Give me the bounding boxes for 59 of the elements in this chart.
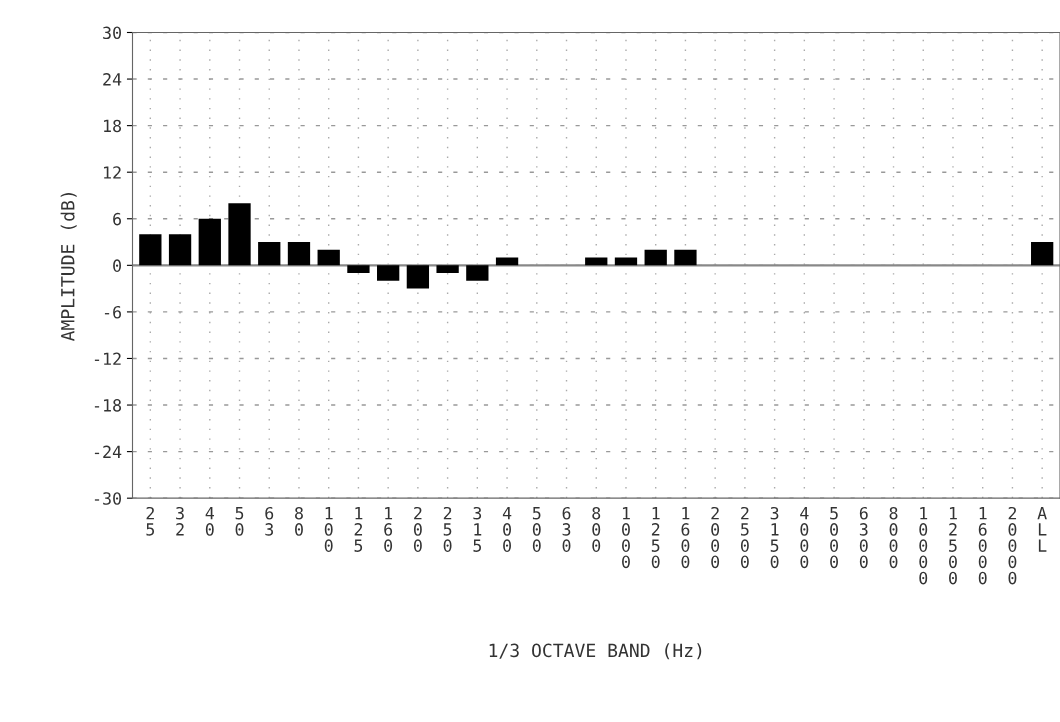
- x-tick-label: 10000: [919, 507, 928, 585]
- bar: [198, 218, 221, 266]
- x-tick-label: 250: [443, 506, 452, 552]
- y-tick-label: 18: [104, 119, 122, 133]
- bar: [258, 242, 281, 266]
- x-tick-label: 32: [176, 506, 184, 536]
- bar: [317, 249, 340, 266]
- x-tick-label: 125: [354, 507, 363, 552]
- x-tick-label: 20000: [1008, 506, 1017, 585]
- x-tick-label: 80: [295, 506, 303, 536]
- bar: [674, 249, 697, 266]
- bar: [1031, 242, 1054, 266]
- bar: [406, 265, 430, 289]
- y-tick-label: 6: [113, 212, 121, 226]
- x-tick-label: 5000: [830, 507, 839, 569]
- y-tick-label: 24: [103, 73, 122, 86]
- x-tick-label: 1600: [681, 507, 690, 569]
- x-tick-label: 3150: [770, 506, 779, 569]
- y-tick-label: -24: [94, 445, 122, 458]
- y-axis-title: AMPLITUDE (dB): [60, 193, 77, 342]
- x-tick-label: 800: [592, 506, 601, 552]
- x-tick-label: 50: [235, 507, 244, 536]
- y-tick-label: -30: [94, 492, 121, 505]
- x-tick-label: 12500: [949, 507, 957, 585]
- x-tick-label: 1250: [651, 507, 660, 569]
- y-tick-label: 0: [113, 259, 121, 272]
- x-tick-label: 40: [205, 507, 215, 536]
- x-tick-label: 500: [532, 507, 541, 552]
- x-tick-label: 8000: [889, 506, 898, 569]
- bar: [168, 234, 192, 266]
- x-tick-label: 4000: [800, 507, 809, 569]
- bar: [228, 203, 251, 266]
- x-tick-label: 100: [324, 507, 333, 552]
- x-tick-label: 6300: [859, 506, 868, 569]
- x-axis-title: 1/3 OCTAVE BAND (Hz): [489, 643, 702, 660]
- bar: [466, 265, 489, 281]
- x-tick-label: 630: [562, 506, 571, 552]
- x-tick-label: 25: [146, 506, 155, 536]
- x-tick-label: 400: [502, 507, 512, 552]
- y-tick-label: 30: [103, 26, 121, 40]
- x-tick-label: 2000: [711, 506, 720, 569]
- y-tick-label: -12: [94, 352, 121, 365]
- bar: [139, 234, 162, 266]
- bar: [347, 265, 370, 274]
- bar: [436, 265, 459, 274]
- x-tick-label: 1000: [622, 507, 630, 569]
- y-tick-label: -6: [104, 305, 121, 319]
- bar: [377, 265, 400, 281]
- x-tick-label: 315: [473, 506, 482, 552]
- y-tick-label: -18: [94, 399, 122, 412]
- x-tick-label: 200: [413, 506, 422, 552]
- x-tick-label: 2500: [740, 506, 749, 569]
- bar: [287, 242, 311, 266]
- x-tick-label: ALL: [1037, 507, 1047, 552]
- x-tick-label: 63: [265, 506, 274, 536]
- bar: [644, 249, 667, 266]
- y-tick-label: 12: [104, 166, 121, 179]
- x-tick-label: 16000: [978, 507, 987, 585]
- x-tick-label: 160: [384, 507, 393, 552]
